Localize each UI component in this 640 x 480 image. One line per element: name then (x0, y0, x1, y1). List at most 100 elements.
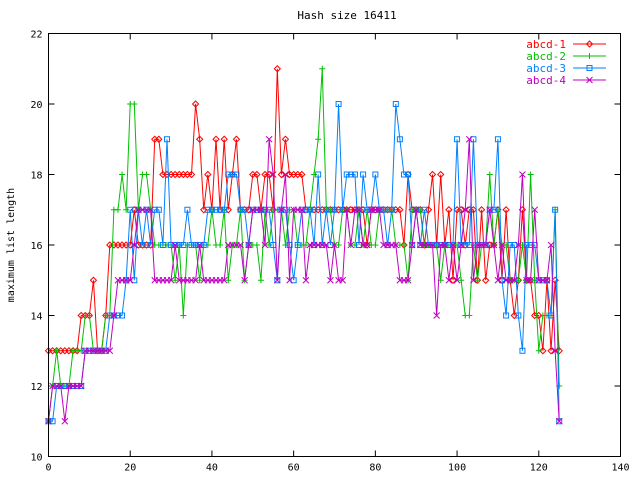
data-point-abcd-2 (319, 65, 326, 72)
data-point-abcd-2 (527, 171, 534, 178)
data-point-abcd-3 (237, 206, 244, 213)
data-point-abcd-3 (421, 206, 428, 213)
y-tick-label: 10 (30, 453, 42, 464)
data-point-abcd-3 (445, 242, 452, 248)
data-point-abcd-3 (470, 136, 477, 143)
data-point-abcd-2 (217, 242, 224, 248)
data-point-abcd-3 (339, 206, 346, 213)
chart-title: Hash size 16411 (297, 9, 396, 22)
data-point-abcd-4 (273, 276, 281, 284)
data-point-abcd-3 (515, 312, 522, 319)
data-point-abcd-3 (372, 171, 379, 178)
data-point-abcd-3 (151, 206, 158, 213)
data-point-abcd-3 (114, 312, 121, 319)
data-point-abcd-3 (61, 383, 68, 389)
data-point-abcd-1 (547, 347, 555, 355)
data-point-abcd-3 (380, 206, 387, 213)
data-point-abcd-4 (465, 135, 473, 143)
data-point-abcd-3 (335, 101, 342, 107)
y-tick-label: 20 (30, 100, 42, 111)
data-point-abcd-1 (502, 206, 510, 214)
plot-frame (48, 33, 621, 457)
data-point-abcd-3 (221, 206, 228, 213)
data-point-abcd-4 (486, 206, 494, 214)
data-point-abcd-1 (555, 347, 563, 355)
x-tick-label: 80 (369, 463, 381, 474)
series-layer (44, 65, 563, 425)
data-point-abcd-3 (396, 136, 403, 143)
data-point-abcd-3 (462, 242, 469, 248)
data-point-abcd-2 (86, 312, 93, 319)
data-point-abcd-4 (404, 276, 412, 284)
data-point-abcd-1 (220, 135, 228, 143)
data-point-abcd-1 (539, 347, 547, 355)
data-point-abcd-1 (449, 276, 457, 284)
data-point-abcd-4 (498, 241, 506, 249)
legend-label-abcd-3: abcd-3 (526, 62, 566, 75)
data-point-abcd-3 (119, 312, 126, 319)
data-point-abcd-2 (225, 277, 232, 284)
data-point-abcd-3 (168, 242, 175, 248)
data-point-abcd-3 (454, 136, 461, 143)
data-point-abcd-4 (449, 241, 457, 249)
data-point-abcd-3 (511, 242, 518, 248)
data-point-abcd-3 (507, 242, 514, 248)
x-tick-label: 40 (206, 463, 218, 474)
data-point-abcd-4 (57, 382, 65, 390)
data-point-abcd-3 (323, 206, 330, 213)
data-point-abcd-3 (315, 171, 322, 178)
data-point-abcd-3 (233, 171, 240, 178)
data-point-abcd-2 (474, 277, 481, 284)
data-point-abcd-4 (490, 241, 498, 249)
data-point-abcd-3 (106, 312, 113, 319)
data-point-abcd-4 (278, 206, 285, 214)
data-point-abcd-4 (167, 276, 175, 284)
data-point-abcd-4 (347, 241, 355, 249)
data-point-abcd-4 (331, 241, 338, 249)
data-point-abcd-4 (298, 206, 306, 214)
data-point-abcd-4 (302, 276, 310, 284)
data-point-abcd-3 (494, 136, 501, 143)
data-point-abcd-4 (106, 347, 114, 355)
data-point-abcd-4 (61, 417, 69, 425)
data-point-abcd-3 (466, 242, 473, 248)
data-point-abcd-4 (343, 206, 351, 214)
data-point-abcd-4 (392, 241, 400, 249)
data-point-abcd-3 (503, 312, 510, 319)
data-point-abcd-2 (486, 171, 493, 178)
x-tick-label: 100 (448, 463, 466, 474)
data-point-abcd-4 (429, 241, 436, 249)
data-point-abcd-3 (392, 101, 399, 107)
data-point-abcd-1 (155, 135, 163, 143)
data-point-abcd-4 (110, 312, 118, 319)
data-point-abcd-3 (208, 206, 215, 213)
data-point-abcd-4 (220, 276, 228, 284)
data-point-abcd-2 (535, 347, 542, 354)
data-point-abcd-3 (519, 347, 526, 354)
data-point-abcd-3 (213, 206, 220, 213)
data-point-abcd-3 (131, 277, 138, 284)
data-point-abcd-4 (147, 206, 154, 214)
x-tick-label: 20 (124, 463, 136, 474)
data-point-abcd-3 (49, 418, 56, 425)
data-point-abcd-3 (490, 206, 497, 213)
data-point-abcd-4 (408, 241, 416, 249)
data-point-abcd-4 (265, 135, 273, 143)
data-point-abcd-1 (363, 241, 371, 249)
legend-marker-abcd-3 (586, 65, 593, 71)
data-point-abcd-4 (441, 241, 449, 249)
data-point-abcd-3 (360, 171, 367, 178)
data-point-abcd-1 (298, 170, 306, 179)
data-point-abcd-1 (481, 276, 490, 284)
data-point-abcd-1 (457, 206, 465, 214)
data-point-abcd-3 (388, 206, 395, 213)
legend-marker-abcd-1 (585, 40, 594, 48)
data-point-abcd-1 (195, 135, 204, 143)
data-point-abcd-4 (77, 382, 85, 390)
data-point-abcd-4 (510, 276, 518, 284)
data-point-abcd-1 (273, 65, 282, 73)
data-point-abcd-1 (89, 276, 98, 284)
data-point-abcd-4 (171, 241, 179, 249)
data-point-abcd-3 (163, 136, 170, 143)
data-point-abcd-4 (494, 276, 502, 284)
